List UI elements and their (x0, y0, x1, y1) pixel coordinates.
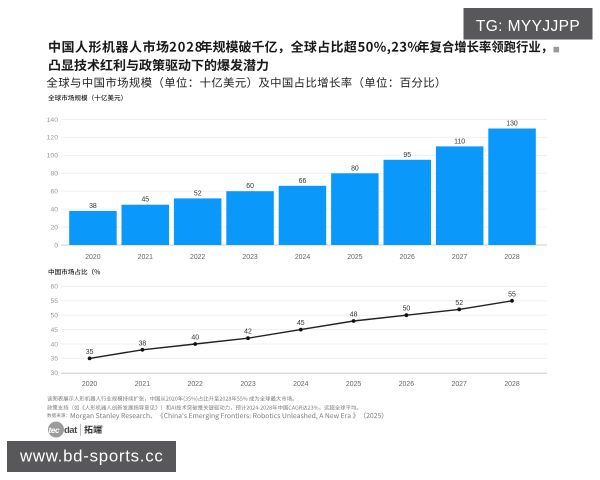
svg-text:66: 66 (299, 178, 307, 185)
svg-text:140: 140 (47, 117, 59, 124)
svg-text:2021: 2021 (138, 254, 153, 261)
svg-text:45: 45 (50, 327, 58, 334)
svg-text:60: 60 (246, 183, 254, 190)
svg-text:120: 120 (47, 135, 59, 142)
svg-text:2025: 2025 (346, 381, 361, 388)
svg-text:2023: 2023 (240, 381, 255, 388)
svg-text:tec: tec (49, 426, 60, 435)
svg-text:2026: 2026 (399, 381, 414, 388)
svg-text:2023: 2023 (242, 254, 257, 261)
svg-text:38: 38 (89, 203, 97, 210)
svg-text:www.bd-sports.cc: www.bd-sports.cc (19, 447, 164, 466)
svg-text:40: 40 (191, 335, 199, 342)
svg-text:TG: MYYJJPP: TG: MYYJJPP (476, 18, 580, 35)
svg-text:2025: 2025 (347, 254, 362, 261)
svg-text:2027: 2027 (452, 254, 467, 261)
svg-text:2027: 2027 (452, 381, 467, 388)
svg-text:80: 80 (351, 165, 359, 172)
svg-text:dat: dat (64, 425, 78, 436)
svg-text:2020: 2020 (82, 381, 97, 388)
svg-text:0: 0 (54, 242, 58, 249)
svg-text:2028: 2028 (504, 381, 519, 388)
svg-text:2028: 2028 (504, 254, 519, 261)
svg-text:20: 20 (50, 224, 58, 231)
svg-text:2024: 2024 (293, 381, 308, 388)
svg-text:50: 50 (50, 313, 58, 320)
svg-text:35: 35 (86, 349, 94, 356)
svg-text:95: 95 (403, 152, 411, 159)
svg-text:35: 35 (50, 356, 58, 363)
svg-text:30: 30 (50, 370, 58, 377)
svg-text:60: 60 (50, 189, 58, 196)
svg-text:80: 80 (50, 171, 58, 178)
svg-text:52: 52 (194, 190, 202, 197)
svg-text:40: 40 (50, 341, 58, 348)
svg-text:45: 45 (141, 197, 149, 204)
svg-text:50: 50 (403, 306, 411, 313)
svg-text:55: 55 (508, 291, 516, 298)
svg-text:2021: 2021 (135, 381, 150, 388)
svg-text:2022: 2022 (190, 254, 205, 261)
svg-text:38: 38 (139, 340, 147, 347)
svg-text:2026: 2026 (400, 254, 415, 261)
svg-text:®: ® (100, 424, 104, 430)
svg-text:52: 52 (455, 300, 463, 307)
svg-text:2020: 2020 (85, 254, 100, 261)
svg-text:42: 42 (244, 329, 252, 336)
svg-text:110: 110 (454, 138, 465, 145)
svg-text:100: 100 (47, 153, 59, 160)
svg-text:40: 40 (50, 206, 58, 213)
svg-text:2022: 2022 (188, 381, 203, 388)
svg-text:48: 48 (350, 312, 358, 319)
svg-text:45: 45 (297, 320, 305, 327)
svg-text:60: 60 (50, 284, 58, 291)
svg-text:55: 55 (50, 298, 58, 305)
svg-text:2024: 2024 (295, 254, 310, 261)
svg-text:130: 130 (506, 121, 518, 128)
